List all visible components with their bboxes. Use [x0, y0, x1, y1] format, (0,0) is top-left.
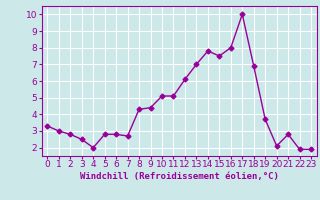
X-axis label: Windchill (Refroidissement éolien,°C): Windchill (Refroidissement éolien,°C)	[80, 172, 279, 181]
